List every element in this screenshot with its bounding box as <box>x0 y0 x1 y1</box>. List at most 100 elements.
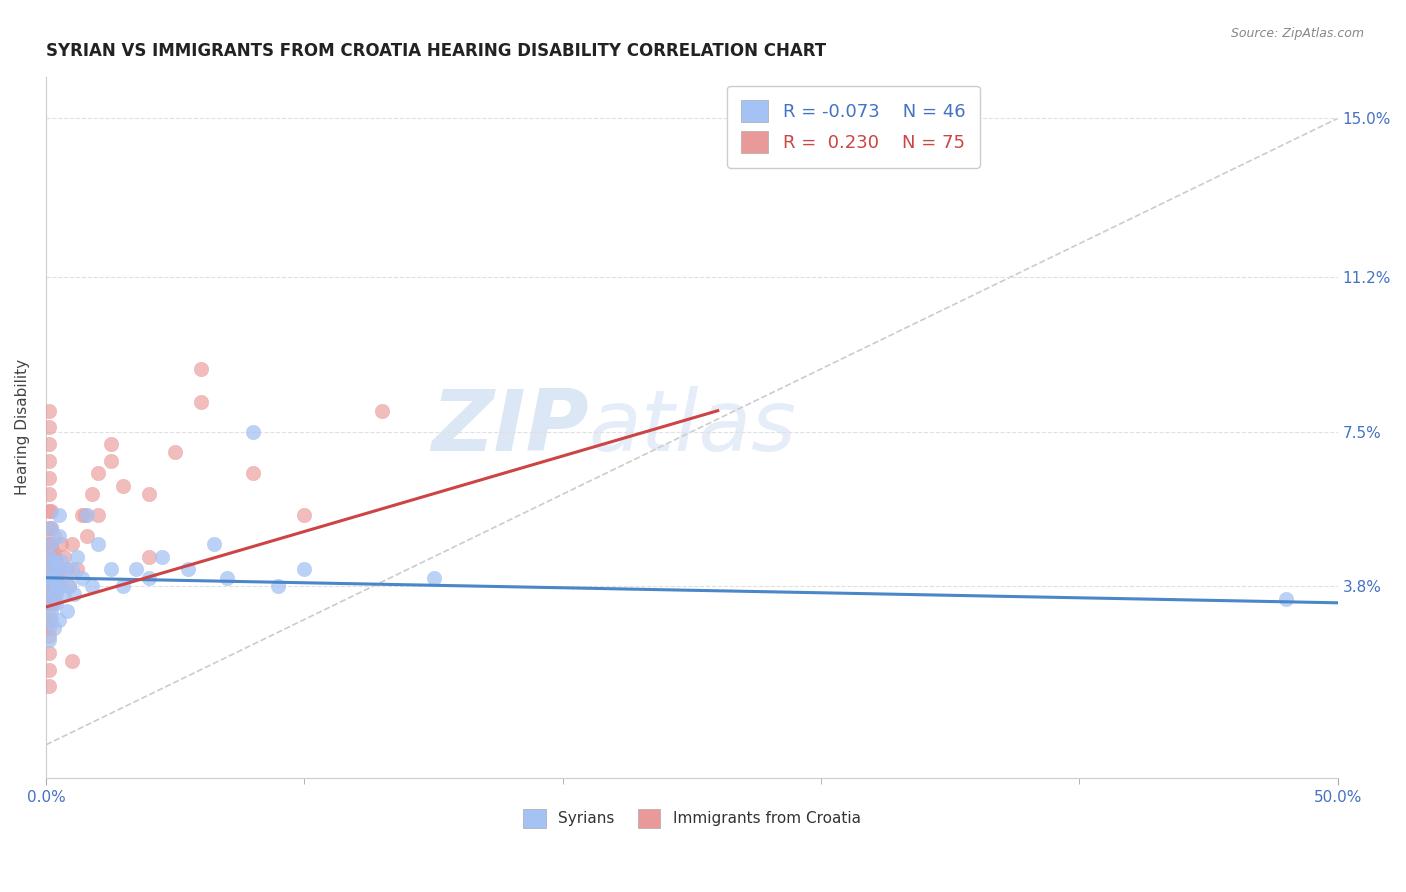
Point <box>38 537 60 551</box>
Point <box>1275 591 1298 606</box>
Point <box>100 562 122 576</box>
Point <box>38 591 60 606</box>
Point <box>51 579 73 593</box>
Point <box>55 562 77 576</box>
Point <box>39 554 62 568</box>
Point <box>38 621 60 635</box>
Point <box>48 579 70 593</box>
Point <box>53 587 76 601</box>
Point <box>177 562 200 576</box>
Point <box>53 549 76 564</box>
Point <box>39 521 62 535</box>
Point <box>63 587 86 601</box>
Point <box>38 633 60 648</box>
Point <box>42 596 65 610</box>
Point <box>60 562 83 576</box>
Point <box>38 679 60 693</box>
Point <box>138 549 160 564</box>
Point <box>100 454 122 468</box>
Point <box>100 437 122 451</box>
Legend: Syrians, Immigrants from Croatia: Syrians, Immigrants from Croatia <box>517 803 866 834</box>
Point <box>190 395 212 409</box>
Point <box>60 537 83 551</box>
Point <box>38 470 60 484</box>
Point <box>38 663 60 677</box>
Point <box>58 579 80 593</box>
Point <box>45 579 67 593</box>
Point <box>38 454 60 468</box>
Point <box>55 604 77 618</box>
Point <box>39 554 62 568</box>
Point <box>422 571 444 585</box>
Point <box>38 579 60 593</box>
Point <box>39 587 62 601</box>
Point <box>38 604 60 618</box>
Point <box>371 403 394 417</box>
Point <box>38 579 60 593</box>
Point <box>42 621 65 635</box>
Point <box>51 579 73 593</box>
Point <box>48 562 70 576</box>
Point <box>48 508 70 522</box>
Point <box>38 420 60 434</box>
Text: ZIP: ZIP <box>430 386 589 469</box>
Point <box>42 562 65 576</box>
Point <box>45 554 67 568</box>
Point <box>51 537 73 551</box>
Point <box>165 445 187 459</box>
Point <box>82 487 104 501</box>
Point <box>42 571 65 585</box>
Text: atlas: atlas <box>589 386 797 469</box>
Point <box>39 537 62 551</box>
Point <box>70 508 93 522</box>
Point <box>292 508 315 522</box>
Point <box>42 546 65 560</box>
Point <box>39 604 62 618</box>
Point <box>38 646 60 660</box>
Point <box>190 362 212 376</box>
Point <box>39 521 62 535</box>
Point <box>267 579 290 593</box>
Point <box>112 579 135 593</box>
Point <box>38 504 60 518</box>
Point <box>38 487 60 501</box>
Point <box>112 479 135 493</box>
Point <box>38 629 60 643</box>
Point <box>45 596 67 610</box>
Point <box>39 571 62 585</box>
Point <box>45 571 67 585</box>
Point <box>42 579 65 593</box>
Point <box>38 403 60 417</box>
Point <box>38 591 60 606</box>
Point <box>45 587 67 601</box>
Point <box>39 546 62 560</box>
Point <box>125 562 148 576</box>
Point <box>138 487 160 501</box>
Point <box>86 537 108 551</box>
Point <box>38 613 60 627</box>
Point <box>38 571 60 585</box>
Point <box>70 571 93 585</box>
Point <box>42 554 65 568</box>
Point <box>38 571 60 585</box>
Point <box>215 571 238 585</box>
Point <box>86 467 108 481</box>
Point <box>150 549 173 564</box>
Point <box>38 546 60 560</box>
Point <box>51 554 73 568</box>
Point <box>76 529 98 543</box>
Point <box>82 579 104 593</box>
Point <box>39 504 62 518</box>
Point <box>42 529 65 543</box>
Point <box>38 587 60 601</box>
Point <box>39 537 62 551</box>
Point <box>45 562 67 576</box>
Text: SYRIAN VS IMMIGRANTS FROM CROATIA HEARING DISABILITY CORRELATION CHART: SYRIAN VS IMMIGRANTS FROM CROATIA HEARIN… <box>46 42 827 60</box>
Point <box>39 537 62 551</box>
Point <box>38 554 60 568</box>
Point <box>39 613 62 627</box>
Point <box>76 508 98 522</box>
Point <box>202 537 225 551</box>
Point <box>38 596 60 610</box>
Point <box>242 467 264 481</box>
